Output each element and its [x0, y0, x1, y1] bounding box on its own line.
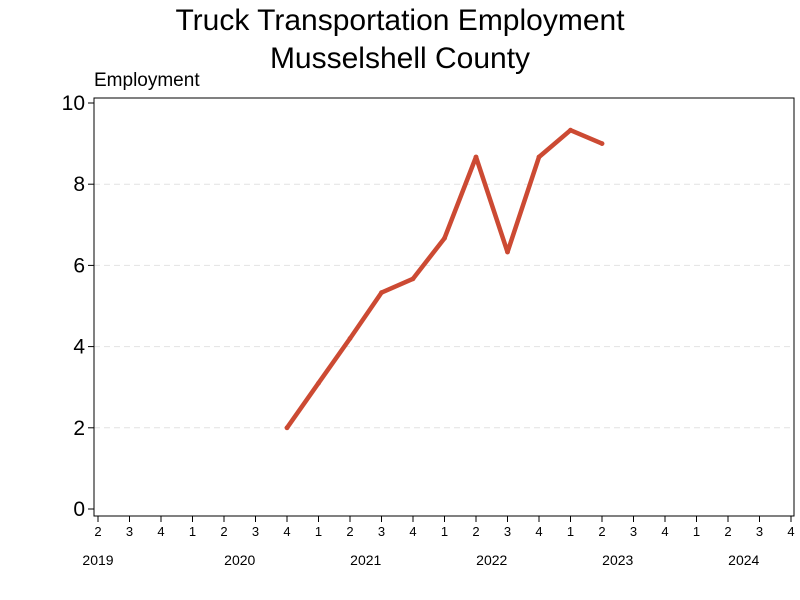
x-tick-label: 2: [94, 524, 101, 539]
data-point: [568, 127, 573, 133]
chart-title-line-1: Truck Transportation Employment: [175, 4, 625, 37]
y-tick-label: 6: [73, 254, 85, 277]
data-point: [316, 380, 321, 386]
x-tick-label: 2: [346, 524, 353, 539]
y-axis-label: Employment: [94, 70, 200, 91]
x-tick-label: 1: [315, 524, 322, 539]
y-axis: 0 2 4 6 8 10: [62, 92, 94, 521]
x-tick-label: 4: [787, 524, 794, 539]
x-tick-label: 2: [220, 524, 227, 539]
x-tick-label: 3: [252, 524, 259, 539]
x-tick-label: 1: [567, 524, 574, 539]
x-tick-label: 4: [535, 524, 542, 539]
x-tick-label: 4: [661, 524, 668, 539]
y-tick-label: 0: [73, 498, 85, 521]
data-point: [536, 154, 542, 160]
x-tick-label: 1: [693, 524, 700, 539]
x-axis: 2 3 4 1 2 3 4 1 2 3 4 1 2 3 4 1 2 3 4 1 2 3 4 2019 2020 2021 2022 2…: [82, 516, 795, 568]
chart-title-line-2: Musselshell County: [270, 42, 530, 75]
x-tick-label: 1: [441, 524, 448, 539]
data-point: [379, 290, 384, 296]
x-tick-label: 2: [472, 524, 479, 539]
y-tick-label: 4: [73, 336, 85, 359]
x-tick-label: 2: [598, 524, 605, 539]
series-layer: [284, 127, 605, 431]
data-point: [473, 154, 479, 160]
data-point: [599, 141, 605, 147]
x-tick-label: 4: [409, 524, 416, 539]
plot-frame: [93, 97, 795, 517]
x-tick-label: 3: [756, 524, 763, 539]
y-tick-label: 2: [73, 417, 85, 440]
data-point: [410, 276, 416, 282]
year-label-2021: 2021: [350, 552, 381, 568]
year-label-2022: 2022: [476, 552, 507, 568]
data-point: [442, 235, 447, 241]
x-tick-label: 1: [189, 524, 196, 539]
x-tick-label: 4: [157, 524, 164, 539]
grid-lines: [94, 183, 794, 429]
y-tick-label: 10: [62, 92, 85, 115]
data-point: [505, 249, 510, 255]
x-tick-label: 3: [504, 524, 511, 539]
x-tick-label: 3: [630, 524, 637, 539]
x-tick-label: 3: [378, 524, 385, 539]
x-tick-label: 4: [283, 524, 290, 539]
year-label-2020: 2020: [224, 552, 255, 568]
year-label-2019: 2019: [82, 552, 113, 568]
series-line: [284, 127, 605, 431]
data-point: [284, 425, 290, 431]
x-tick-label: 3: [126, 524, 133, 539]
x-tick-label: 2: [724, 524, 731, 539]
data-point: [347, 336, 353, 341]
year-label-2023: 2023: [602, 552, 633, 568]
year-label-2024: 2024: [728, 552, 759, 568]
y-tick-label: 8: [73, 173, 85, 196]
